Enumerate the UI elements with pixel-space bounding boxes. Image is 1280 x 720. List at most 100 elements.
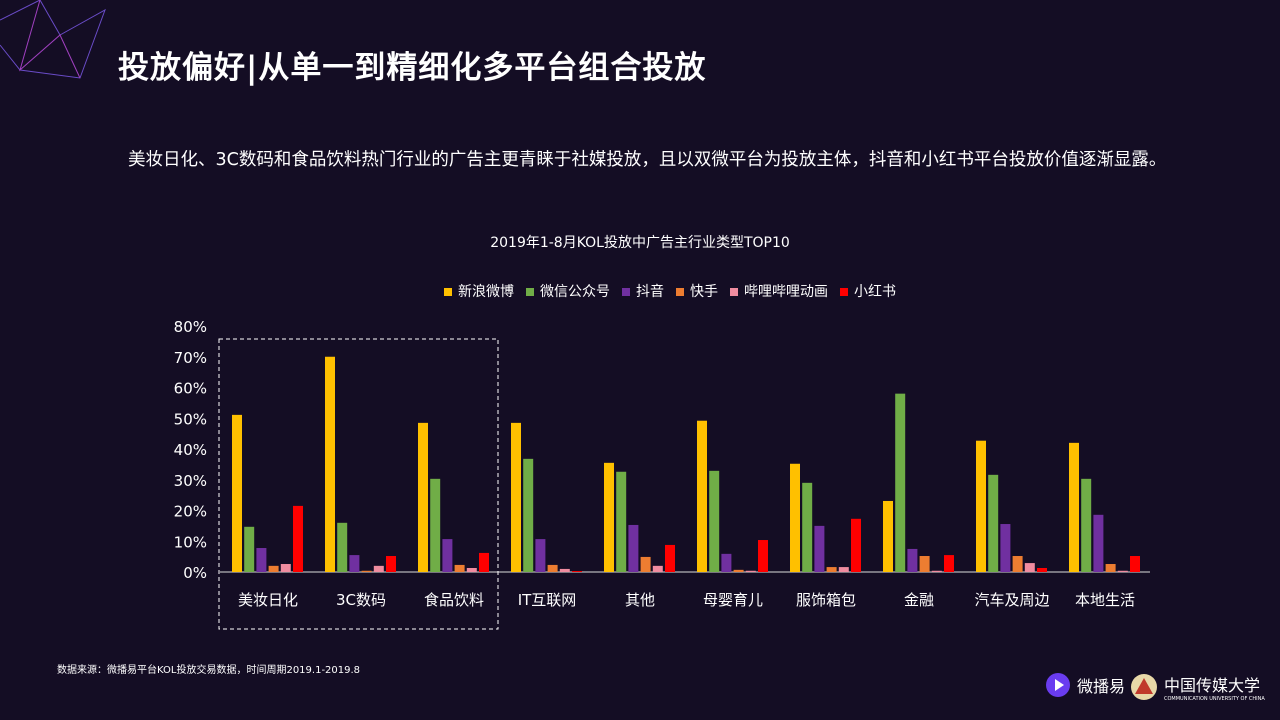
x-tick-label: 美妆日化: [238, 591, 298, 609]
bar-4-7: [931, 570, 942, 572]
bar-1-8: [988, 474, 999, 572]
bar-2-0: [256, 548, 267, 572]
y-tick-label: 70%: [174, 349, 207, 367]
legend-item: 快手: [676, 281, 718, 301]
bar-0-1: [325, 356, 335, 572]
bar-1-5: [709, 470, 720, 572]
bar-4-8: [1024, 563, 1035, 572]
y-tick-label: 60%: [174, 380, 207, 398]
bar-3-6: [826, 567, 837, 572]
play-icon: [1046, 673, 1070, 697]
university-name: 中国传媒大学: [1164, 676, 1261, 695]
bar-5-2: [479, 552, 489, 572]
bar-2-2: [442, 539, 453, 572]
legend-item: 哔哩哔哩动画: [730, 281, 828, 301]
x-tick-label: 服饰箱包: [796, 591, 856, 609]
bar-4-3: [559, 568, 570, 572]
x-tick-label: 本地生活: [1075, 591, 1135, 609]
chart-title: 2019年1-8月KOL投放中广告主行业类型TOP10: [490, 235, 790, 251]
bar-0-8: [976, 440, 986, 572]
y-tick-label: 30%: [174, 472, 207, 490]
bar-2-5: [721, 553, 732, 572]
highlight-box: [218, 338, 499, 630]
bar-0-5: [697, 420, 707, 572]
legend-label: 微信公众号: [540, 284, 610, 300]
bar-1-7: [895, 393, 906, 572]
page-title: 投放偏好|从单一到精细化多平台组合投放: [118, 50, 707, 86]
bar-2-6: [814, 525, 825, 572]
y-tick-label: 80%: [174, 318, 207, 336]
bar-1-0: [244, 526, 255, 572]
y-tick-label: 20%: [174, 503, 207, 521]
legend-item: 微信公众号: [526, 281, 610, 301]
bar-0-7: [883, 500, 893, 572]
bar-1-2: [430, 478, 441, 572]
bar-5-4: [665, 544, 675, 572]
bar-5-9: [1130, 556, 1140, 572]
x-tick-label: 3C数码: [336, 591, 386, 609]
bar-5-1: [386, 556, 396, 572]
x-tick-label: 金融: [904, 591, 934, 609]
bar-0-0: [232, 414, 242, 572]
bar-5-7: [944, 555, 954, 572]
bar-3-8: [1012, 556, 1023, 572]
bar-3-5: [733, 569, 744, 572]
bar-2-8: [1000, 524, 1011, 572]
bar-4-1: [373, 565, 384, 572]
bar-4-6: [838, 567, 849, 572]
bar-2-1: [349, 555, 360, 572]
legend-item: 新浪微博: [444, 281, 514, 301]
legend-swatch: [444, 288, 452, 296]
university-name-en: COMMUNICATION UNIVERSITY OF CHINA: [1164, 696, 1265, 702]
bar-1-4: [616, 471, 627, 572]
bar-2-3: [535, 539, 546, 572]
legend-label: 快手: [690, 284, 718, 300]
y-tick-label: 40%: [174, 441, 207, 459]
data-source: 数据来源：微播易平台KOL投放交易数据，时间周期2019.1-2019.8: [57, 665, 361, 676]
legend-item: 小红书: [840, 281, 896, 301]
y-tick-label: 0%: [183, 564, 207, 582]
chart-legend: 新浪微博 微信公众号 抖音 快手 哔哩哔哩动画 小红书: [0, 281, 1280, 301]
bar-2-9: [1093, 514, 1104, 572]
bar-2-7: [907, 548, 918, 572]
legend-label: 抖音: [636, 284, 664, 300]
bar-3-3: [547, 564, 558, 572]
legend-label: 新浪微博: [458, 284, 514, 300]
bar-5-0: [293, 505, 303, 572]
bar-5-3: [572, 571, 582, 572]
university-logo: 中国传媒大学 COMMUNICATION UNIVERSITY OF CHINA: [1130, 672, 1265, 702]
y-tick-label: 10%: [174, 533, 207, 551]
bar-2-4: [628, 524, 639, 572]
bar-4-0: [280, 564, 291, 572]
legend-label: 哔哩哔哩动画: [744, 284, 828, 300]
x-tick-label: 其他: [625, 591, 655, 609]
bar-3-0: [268, 565, 279, 572]
x-tick-label: 母婴育儿: [703, 591, 763, 609]
legend-swatch: [622, 288, 630, 296]
legend-swatch: [840, 288, 848, 296]
brand-name: 微播易: [1077, 677, 1126, 696]
bar-1-3: [523, 458, 534, 572]
brand-logo: 微播易: [1045, 672, 1125, 698]
bar-0-3: [511, 422, 521, 572]
bar-1-6: [802, 482, 813, 572]
legend-item: 抖音: [622, 281, 664, 301]
bar-1-9: [1081, 478, 1092, 572]
bar-3-7: [919, 556, 930, 572]
y-tick-label: 50%: [174, 410, 207, 428]
legend-swatch: [526, 288, 534, 296]
legend-swatch: [676, 288, 684, 296]
bar-0-2: [418, 422, 428, 572]
bar-4-4: [652, 565, 663, 572]
legend-swatch: [730, 288, 738, 296]
bar-5-5: [758, 540, 768, 572]
bar-0-9: [1069, 442, 1079, 572]
bar-5-8: [1037, 568, 1047, 572]
bar-4-9: [1117, 570, 1128, 572]
description: 美妆日化、3C数码和食品饮料热门行业的广告主更青睐于社媒投放，且以双微平台为投放…: [128, 150, 1167, 170]
bar-4-2: [466, 568, 477, 572]
x-tick-label: 食品饮料: [424, 591, 484, 609]
legend-label: 小红书: [854, 284, 896, 300]
bar-3-9: [1105, 564, 1116, 572]
